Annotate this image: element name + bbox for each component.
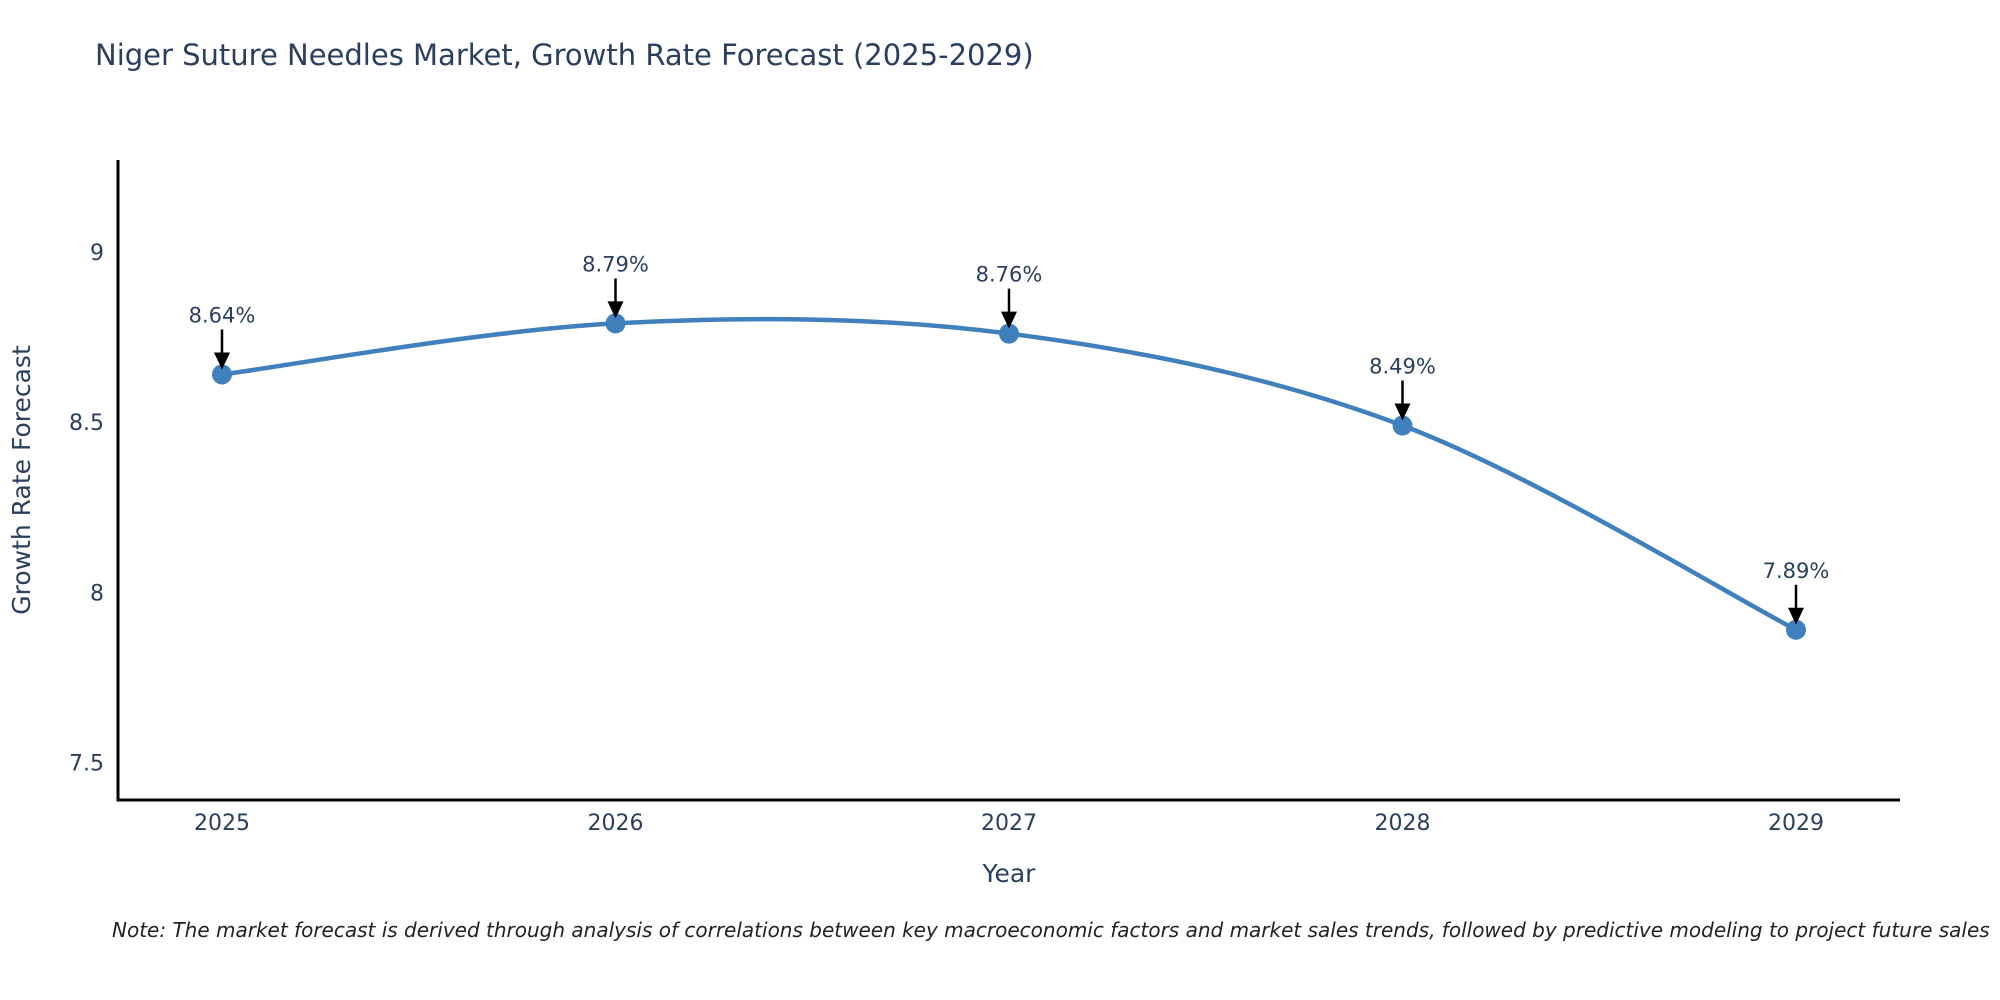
series-line (219, 316, 1799, 633)
point-annotation-label: 8.76% (976, 263, 1043, 287)
x-tick-label: 2025 (194, 811, 250, 836)
data-point (1392, 415, 1413, 436)
y-tick-label: 8 (90, 581, 104, 606)
data-point (1786, 619, 1806, 640)
y-tick-label: 8.5 (69, 411, 104, 436)
point-annotation-label: 8.64% (189, 303, 256, 327)
annotation-arrow-head (1001, 311, 1017, 329)
annotation-arrow-head (1788, 607, 1804, 625)
annotation-arrow-head (607, 301, 624, 319)
point-annotation-label: 7.89% (1763, 559, 1830, 583)
x-tick-label: 2027 (981, 811, 1037, 836)
chart-footnote: Note: The market forecast is derived thr… (112, 918, 1990, 942)
annotation-arrow-head (1394, 403, 1411, 421)
y-tick-label: 7.5 (69, 752, 104, 777)
x-axis-title: Year (982, 859, 1037, 888)
data-point (605, 313, 626, 334)
y-axis-title: Growth Rate Forecast (7, 345, 36, 615)
point-annotation-label: 8.79% (582, 252, 649, 276)
x-tick-label: 2028 (1375, 811, 1431, 836)
x-tick-label: 2029 (1768, 811, 1824, 836)
data-point (212, 364, 232, 385)
point-annotation-label: 8.49% (1369, 355, 1436, 379)
annotation-arrow-head (214, 352, 230, 370)
data-point (999, 323, 1019, 344)
y-tick-label: 9 (90, 241, 104, 266)
chart-title: Niger Suture Needles Market, Growth Rate… (95, 38, 1034, 72)
x-tick-label: 2026 (588, 811, 644, 836)
